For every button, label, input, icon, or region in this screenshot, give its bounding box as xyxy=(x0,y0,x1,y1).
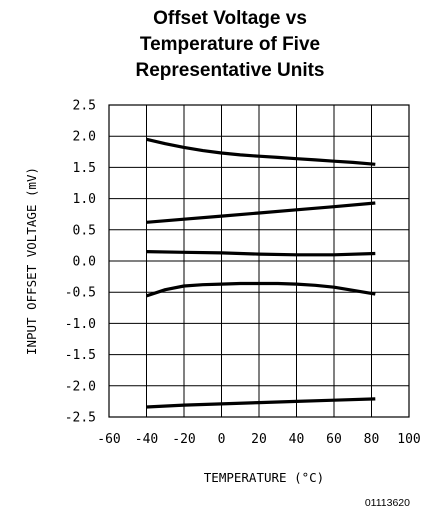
y-tick-label: 2.0 xyxy=(73,130,96,145)
x-tick-label: 80 xyxy=(364,432,380,447)
x-tick-label: 40 xyxy=(289,432,305,447)
grid-lines xyxy=(108,104,410,418)
series-line xyxy=(146,250,376,257)
series-line xyxy=(146,201,376,224)
data-series xyxy=(145,137,376,409)
chart-title-line-3: Representative Units xyxy=(135,60,324,81)
figure-id: 01113620 xyxy=(365,497,410,509)
series-line xyxy=(145,281,376,298)
y-tick-label: 1.0 xyxy=(73,192,96,207)
x-axis-tick-labels: -60 -40 -20 0 20 40 60 80 100 xyxy=(97,432,420,447)
x-axis-label: TEMPERATURE (°C) xyxy=(204,470,324,485)
y-axis-tick-labels: 2.5 2.0 1.5 1.0 0.5 0.0 -0.5 -1.0 -1.5 -2.0 -2.5 xyxy=(65,99,96,426)
y-tick-label: -2.5 xyxy=(65,411,96,426)
x-tick-label: 100 xyxy=(397,432,420,447)
x-tick-label: 20 xyxy=(251,432,267,447)
y-tick-label: 1.5 xyxy=(73,161,96,176)
y-tick-label: -1.0 xyxy=(65,317,96,332)
y-tick-label: -1.5 xyxy=(65,348,96,363)
y-tick-label: 0.5 xyxy=(73,223,96,238)
series-line xyxy=(146,137,376,166)
chart-title: Offset Voltage vs Temperature of Five Re… xyxy=(135,8,324,81)
y-tick-label: 2.5 xyxy=(73,99,96,114)
y-tick-label: 0.0 xyxy=(73,255,96,270)
x-tick-label: -60 xyxy=(97,432,120,447)
x-tick-label: 60 xyxy=(326,432,342,447)
x-tick-label: -40 xyxy=(135,432,158,447)
x-tick-label: -20 xyxy=(172,432,195,447)
plot-frame xyxy=(108,104,410,418)
x-tick-label: 0 xyxy=(218,432,226,447)
y-tick-label: -0.5 xyxy=(65,286,96,301)
y-tick-label: -2.0 xyxy=(65,379,96,394)
series-line xyxy=(146,397,376,409)
y-axis-label: INPUT OFFSET VOLTAGE (mV) xyxy=(24,167,39,355)
chart-title-line-1: Offset Voltage vs xyxy=(153,8,307,29)
chart-title-line-2: Temperature of Five xyxy=(140,34,320,55)
